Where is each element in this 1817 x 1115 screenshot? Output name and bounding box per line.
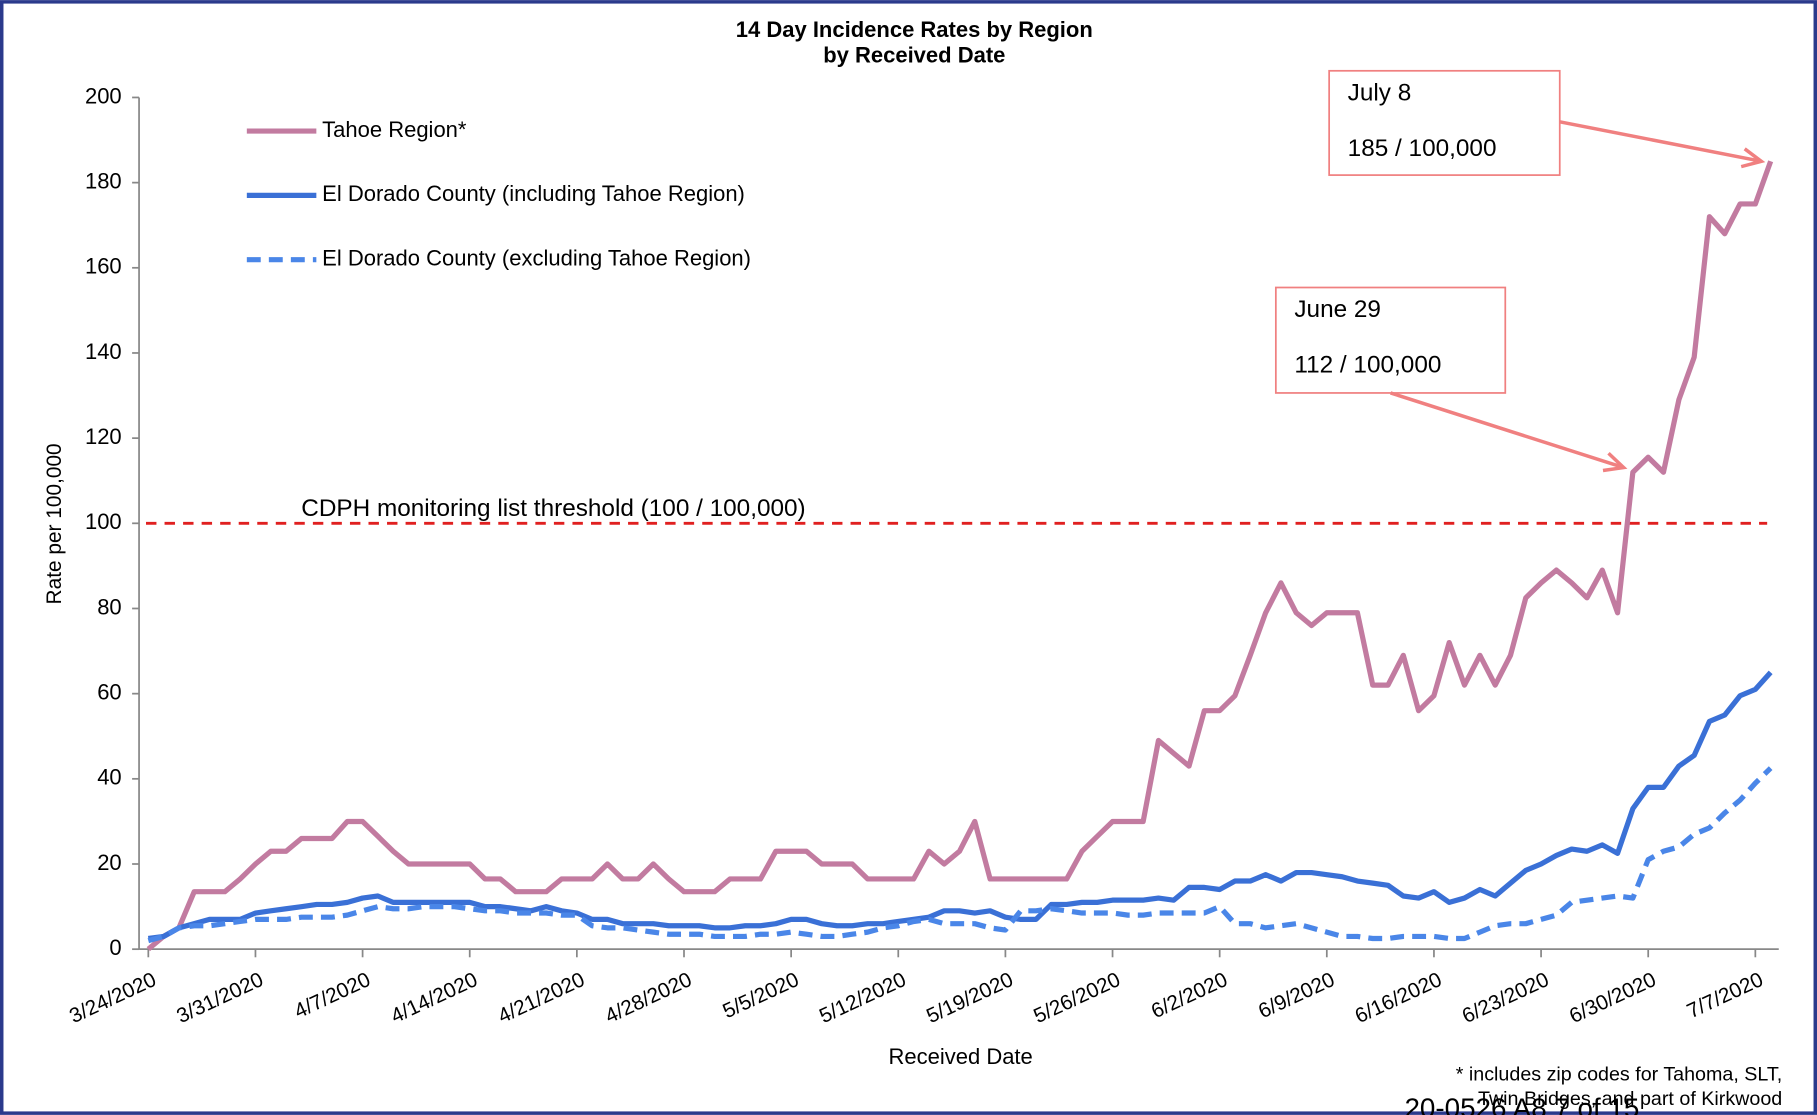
annotation-arrowhead: [1740, 147, 1766, 169]
annotation-box: [1328, 69, 1561, 176]
legend-label: El Dorado County (excluding Tahoe Region…: [322, 246, 751, 271]
annotation-title: June 29: [1294, 296, 1381, 323]
footnote: Twin Bridges, and part of Kirkwood: [1478, 1088, 1782, 1110]
footnote: * includes zip codes for Tahoma, SLT,: [1456, 1064, 1782, 1086]
series-line: [147, 766, 1773, 944]
annotation-title: July 8: [1348, 79, 1412, 106]
series-line: [146, 160, 1774, 952]
annotation-text: 112 / 100,000: [1294, 352, 1441, 379]
threshold-label: CDPH monitoring list threshold (100 / 10…: [301, 495, 805, 522]
stamp: 20-0526 A8 7 of 15: [1404, 1093, 1639, 1115]
x-axis-title: Received Date: [888, 1044, 1032, 1069]
chart-subtitle: by Received Date: [823, 43, 1005, 68]
annotation-arrow: [1390, 391, 1625, 470]
y-tick-label: 0: [109, 935, 121, 960]
series-line: [147, 670, 1773, 942]
legend-label: El Dorado County (including Tahoe Region…: [322, 181, 745, 206]
y-tick-label: 40: [97, 765, 121, 790]
annotation-text: 185 / 100,000: [1348, 135, 1497, 162]
y-tick-label: 120: [85, 424, 122, 449]
y-tick-label: 60: [97, 679, 121, 704]
annotation-arrow: [1559, 120, 1762, 164]
y-tick-label: 200: [85, 83, 122, 108]
y-tick-label: 20: [97, 850, 121, 875]
annotation-arrowhead: [1602, 451, 1628, 473]
y-tick-label: 180: [85, 168, 122, 193]
y-tick-label: 80: [97, 594, 121, 619]
legend-label: Tahoe Region*: [322, 117, 467, 142]
y-tick-label: 100: [85, 509, 122, 534]
y-tick-label: 160: [85, 254, 122, 279]
annotation-box: [1274, 286, 1507, 394]
y-tick-label: 140: [85, 339, 122, 364]
y-axis-title: Rate per 100,000: [43, 443, 66, 604]
chart-title: 14 Day Incidence Rates by Region: [736, 17, 1093, 42]
